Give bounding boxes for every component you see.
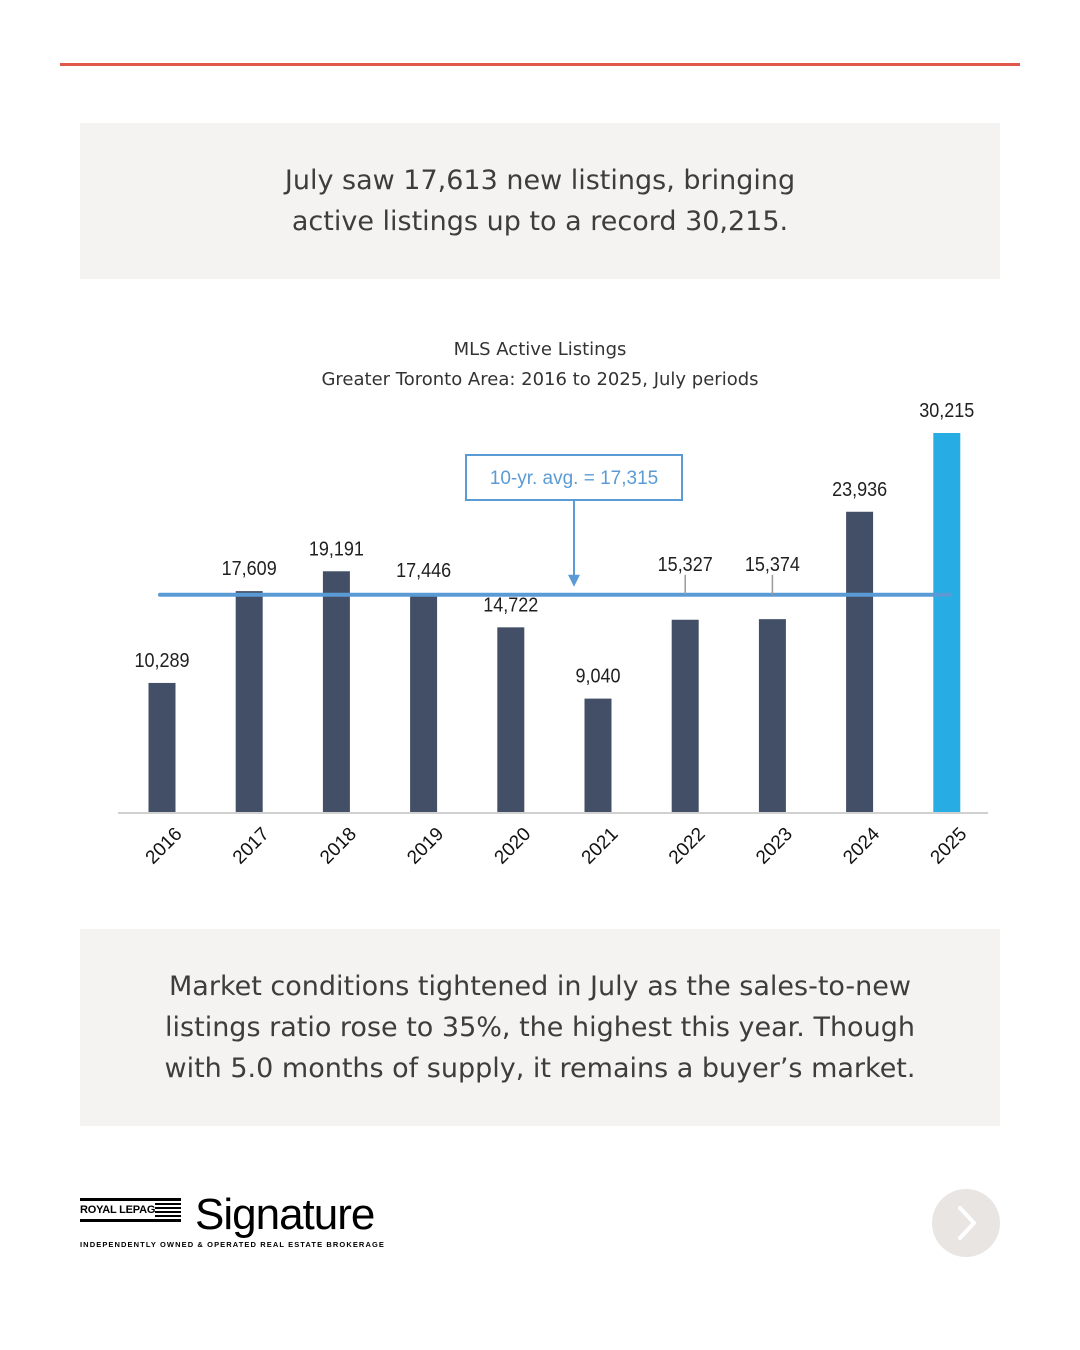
x-tick-label-2021: 2021: [578, 824, 623, 869]
value-label-2018: 19,191: [309, 538, 364, 560]
signature-brand-text: Signature: [195, 1190, 375, 1239]
royal-lepage-logo: ROYAL LEPAGE: [80, 1198, 181, 1222]
average-annotation-arrow-head: [568, 574, 580, 587]
chevron-right-icon: [958, 1206, 976, 1240]
average-annotation-label: 10-yr. avg. = 17,315: [490, 468, 658, 489]
value-label-2024: 23,936: [832, 479, 887, 501]
value-label-2021: 9,040: [575, 666, 620, 688]
x-tick-label-2016: 2016: [142, 824, 187, 869]
headline-text: July saw 17,613 new listings, bringing a…: [284, 165, 796, 237]
chart-title: MLS Active Listings: [453, 339, 627, 360]
x-tick-label-2018: 2018: [316, 824, 361, 869]
x-tick-label-2019: 2019: [403, 824, 448, 869]
brokerage-tagline: INDEPENDENTLY OWNED & OPERATED REAL ESTA…: [80, 1240, 386, 1249]
value-label-2023: 15,374: [745, 554, 800, 576]
headline-box: July saw 17,613 new listings, bringing a…: [80, 123, 1000, 279]
bar-2016: [148, 682, 176, 812]
x-tick-label-2025: 2025: [927, 824, 972, 869]
value-label-2025: 30,215: [919, 400, 974, 422]
chart-subtitle: Greater Toronto Area: 2016 to 2025, July…: [321, 369, 759, 390]
royal-lepage-stripes-icon: [155, 1203, 181, 1217]
brokerage-logo: ROYAL LEPAGE Signature INDEPENDENTLY OWN…: [80, 1190, 420, 1255]
bar-chart: 10,289 17,609 19,191 17,446 14,722 9,040 15,32…: [118, 400, 988, 869]
summary-text: Market conditions tightened in July as t…: [164, 971, 916, 1084]
bar-2017: [235, 591, 263, 812]
value-label-2020: 14,722: [483, 595, 538, 617]
royal-lepage-text: ROYAL LEPAGE: [80, 1204, 163, 1216]
x-tick-label-2024: 2024: [839, 823, 884, 868]
x-tick-label-2020: 2020: [491, 824, 536, 869]
value-label-2019: 17,446: [396, 560, 451, 582]
x-tick-label-2017: 2017: [229, 824, 274, 869]
value-label-2016: 10,289: [134, 650, 189, 672]
bar-2019: [410, 593, 438, 812]
bar-2025: [933, 433, 961, 812]
value-label-2017: 17,609: [222, 558, 277, 580]
x-tick-label-2022: 2022: [665, 824, 710, 869]
bar-2024: [846, 511, 874, 812]
next-slide-button[interactable]: [932, 1189, 1000, 1257]
bar-2021: [584, 698, 612, 812]
bar-2020: [497, 627, 525, 812]
top-accent-rule: [60, 63, 1020, 66]
bar-2018: [322, 571, 350, 812]
x-tick-label-2023: 2023: [752, 824, 797, 869]
bar-2022: [671, 619, 699, 812]
average-annotation-box: [465, 454, 683, 501]
bar-2023: [758, 619, 786, 812]
value-label-2022: 15,327: [658, 554, 713, 576]
summary-box: Market conditions tightened in July as t…: [80, 929, 1000, 1126]
